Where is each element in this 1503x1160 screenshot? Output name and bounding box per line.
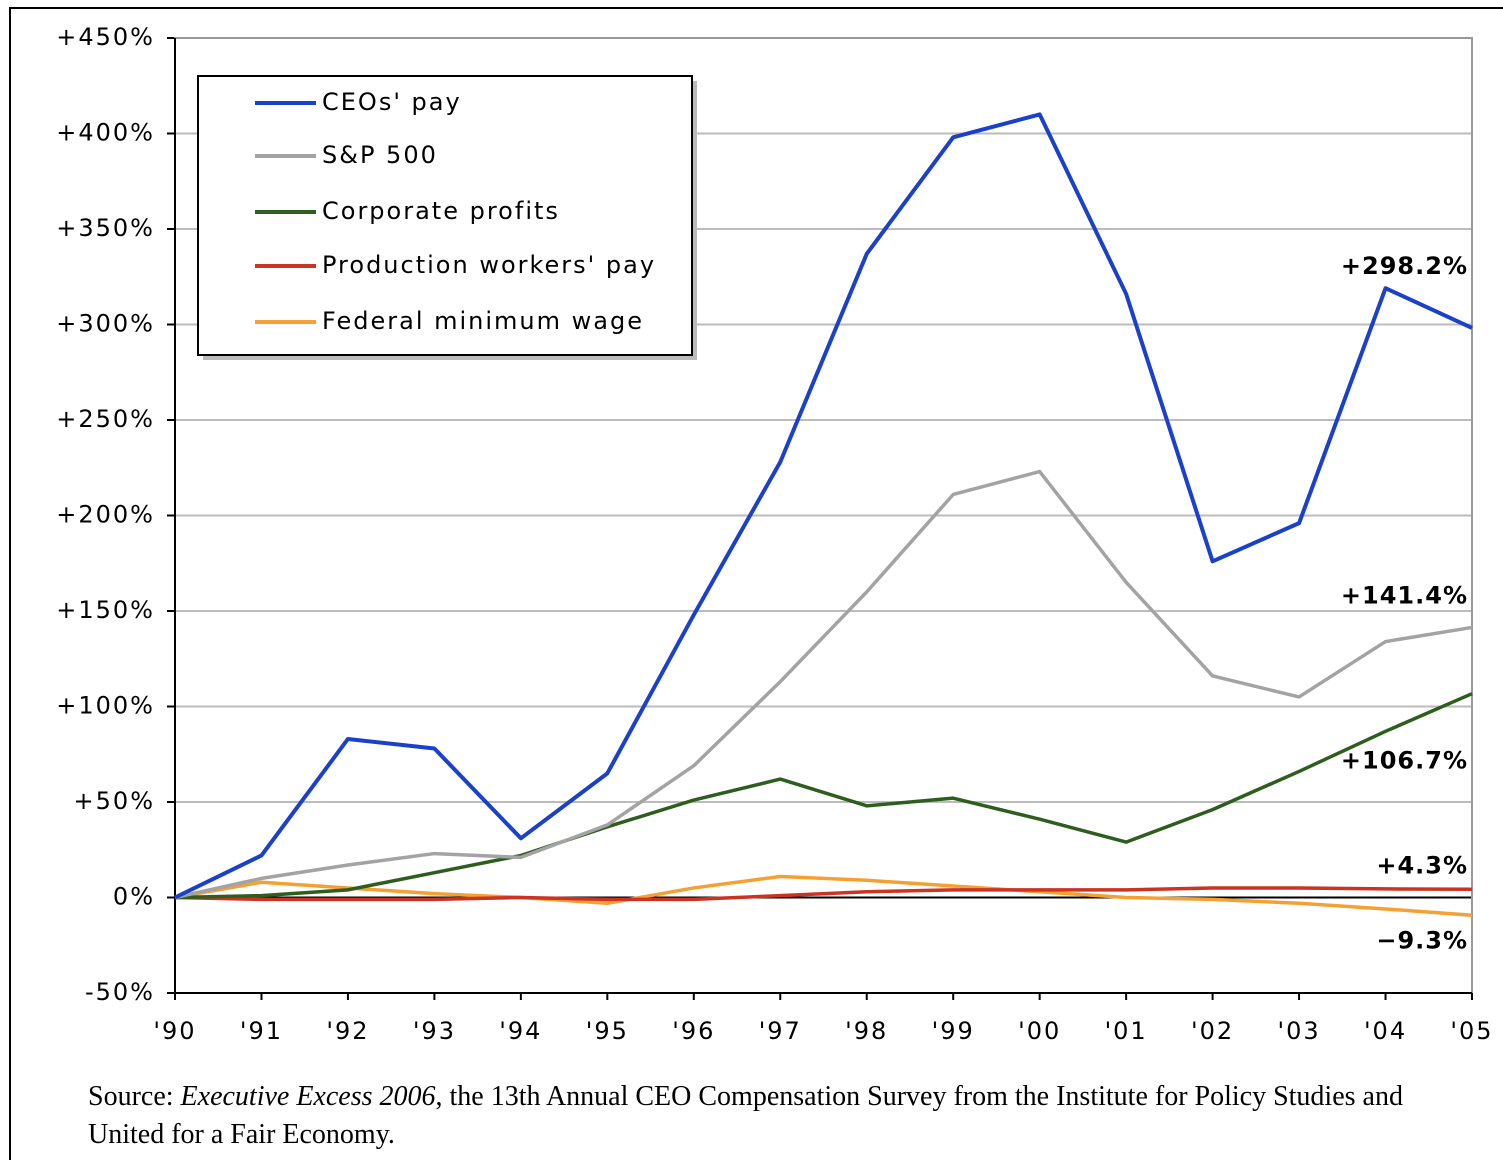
- value-label: −9.3%: [1376, 926, 1468, 954]
- source-prefix: Source:: [88, 1081, 181, 1112]
- series-line: [174, 469, 1473, 900]
- value-label: +4.3%: [1376, 851, 1468, 879]
- x-tick-label: '98: [845, 1017, 888, 1045]
- y-tick-label: +50%: [74, 787, 155, 815]
- y-tick-label: +450%: [56, 23, 155, 51]
- x-tick-label: '02: [1191, 1017, 1234, 1045]
- series-line: [174, 874, 1473, 918]
- x-tick-label: '01: [1105, 1017, 1148, 1045]
- x-tick-label: '91: [240, 1017, 283, 1045]
- y-tick-label: +400%: [56, 119, 155, 147]
- y-tick-label: +350%: [56, 214, 155, 242]
- series-line: [174, 692, 1473, 900]
- y-tick-label: 0%: [113, 883, 155, 911]
- legend-label: CEOs' pay: [322, 88, 462, 116]
- x-tick-label: '96: [672, 1017, 715, 1045]
- y-tick-label: +250%: [56, 405, 155, 433]
- series-line: [174, 886, 1473, 902]
- x-tick-label: '05: [1450, 1017, 1493, 1045]
- x-tick-label: '04: [1364, 1017, 1407, 1045]
- x-tick-label: '94: [499, 1017, 542, 1045]
- legend: [197, 75, 693, 356]
- legend-label: Corporate profits: [322, 197, 560, 225]
- x-tick-label: '93: [413, 1017, 456, 1045]
- source-note: Source: Executive Excess 2006, the 13th …: [88, 1078, 1478, 1154]
- value-label: +141.4%: [1341, 581, 1468, 609]
- series-line: [174, 112, 1473, 900]
- x-tick-label: '99: [932, 1017, 975, 1045]
- value-label: +298.2%: [1341, 252, 1468, 280]
- legend-label: Federal minimum wage: [322, 307, 644, 335]
- x-tick-label: '03: [1277, 1017, 1320, 1045]
- frame: [9, 7, 1503, 1160]
- y-tick-label: +300%: [56, 310, 155, 338]
- x-tick-label: '90: [153, 1017, 196, 1045]
- x-tick-label: '97: [759, 1017, 802, 1045]
- x-tick-label: '00: [1018, 1017, 1061, 1045]
- source-rest: , the 13th Annual CEO Compensation Surve…: [88, 1081, 1403, 1150]
- x-tick-label: '95: [586, 1017, 629, 1045]
- y-tick-label: +100%: [56, 692, 155, 720]
- x-tick-label: '92: [326, 1017, 369, 1045]
- legend-label: S&P 500: [322, 141, 438, 169]
- y-tick-label: +200%: [56, 501, 155, 529]
- y-tick-label: +150%: [56, 596, 155, 624]
- y-tick-label: -50%: [85, 978, 155, 1006]
- source-title: Executive Excess 2006: [180, 1081, 436, 1112]
- legend-label: Production workers' pay: [322, 251, 656, 279]
- value-label: +106.7%: [1341, 747, 1468, 775]
